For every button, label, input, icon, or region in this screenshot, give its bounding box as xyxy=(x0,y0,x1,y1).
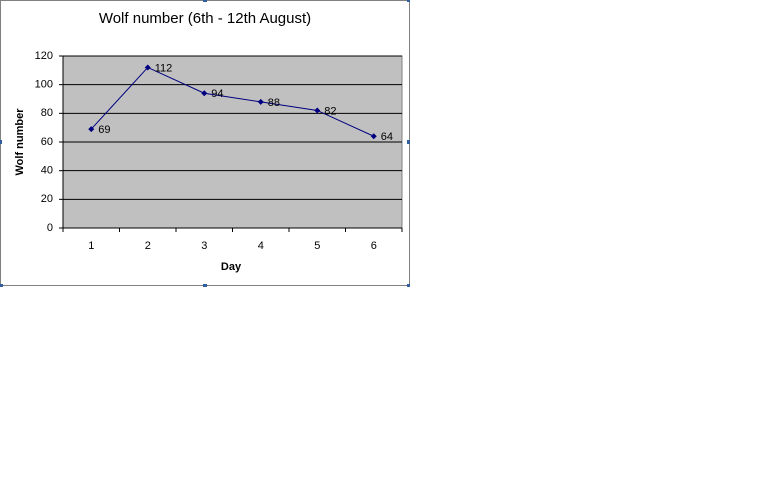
x-tick-label: 1 xyxy=(88,240,94,252)
y-tick-label: 80 xyxy=(41,107,53,119)
x-tick-label: 4 xyxy=(258,240,264,252)
data-label: 112 xyxy=(155,62,173,74)
x-tick-label: 6 xyxy=(371,240,377,252)
y-axis-label: Wolf number xyxy=(14,108,26,176)
marker xyxy=(314,107,321,114)
y-tick-label: 60 xyxy=(41,136,53,148)
data-label: 64 xyxy=(381,131,393,143)
data-label: 69 xyxy=(98,124,110,136)
data-label: 88 xyxy=(268,97,280,109)
x-tick-label: 2 xyxy=(145,240,151,252)
marker xyxy=(257,98,264,105)
data-label: 82 xyxy=(324,105,336,117)
y-tick-label: 0 xyxy=(47,222,53,234)
marker xyxy=(88,126,95,133)
x-tick-label: 5 xyxy=(314,240,320,252)
y-tick-label: 20 xyxy=(41,193,53,205)
data-label: 94 xyxy=(211,88,223,100)
marker xyxy=(201,90,208,97)
marker xyxy=(370,133,377,140)
chart-title: Wolf number (6th - 12th August) xyxy=(99,10,311,27)
marker xyxy=(144,64,151,71)
y-tick-label: 100 xyxy=(35,79,53,91)
y-tick-label: 40 xyxy=(41,165,53,177)
selection-handles xyxy=(0,0,410,287)
x-axis-label: Day xyxy=(221,261,242,273)
x-tick-label: 3 xyxy=(201,240,207,252)
line xyxy=(90,66,374,137)
y-tick-label: 120 xyxy=(35,50,53,62)
